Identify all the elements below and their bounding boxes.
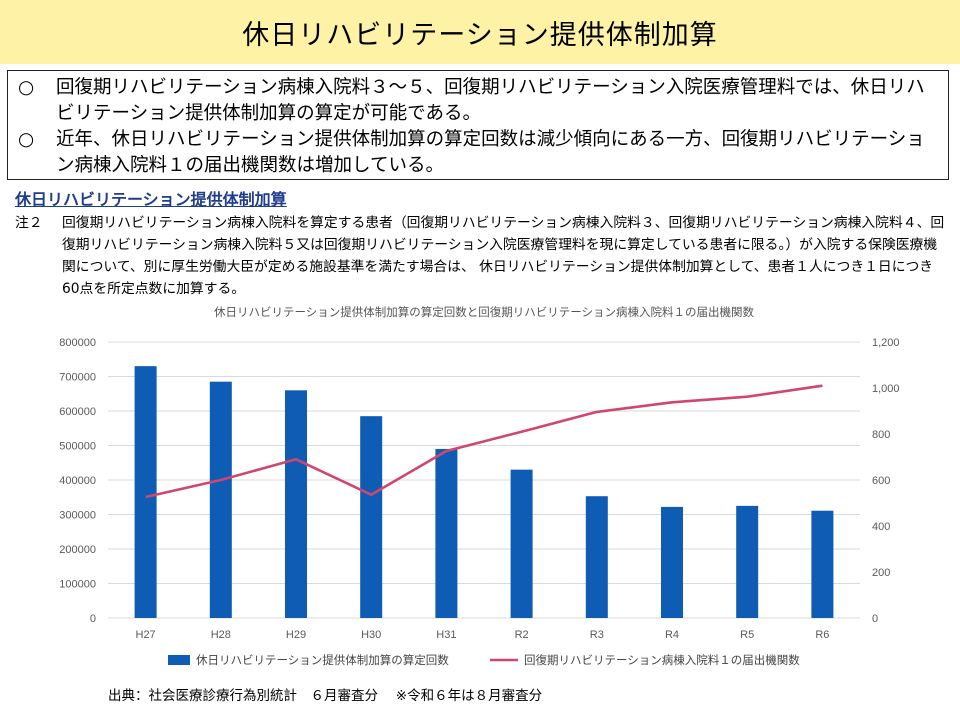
y-right-tick-label: 800 [872, 429, 890, 441]
legend-swatch-bar [168, 655, 190, 665]
y-right-tick-label: 200 [872, 567, 890, 579]
summary-box: ○ 回復期リハビリテーション病棟入院料３～５、回復期リハビリテーション入院医療管… [7, 70, 949, 180]
bar [360, 416, 383, 618]
y-left-tick-label: 300000 [59, 510, 96, 522]
y-right-tick-label: 400 [872, 521, 890, 533]
x-tick-label: H31 [436, 629, 456, 641]
bar [510, 469, 533, 618]
x-tick-label: H29 [286, 629, 306, 641]
y-left-tick-label: 200000 [59, 544, 96, 556]
line-series [145, 384, 823, 499]
summary-text: 近年、休日リハビリテーション提供体制加算の算定回数は減少傾向にある一方、回復期リ… [56, 129, 925, 176]
y-left-tick-label: 400000 [59, 475, 96, 487]
summary-item: ○ 回復期リハビリテーション病棟入院料３～５、回復期リハビリテーション入院医療管… [18, 75, 938, 127]
bar [285, 390, 307, 618]
legend-label: 回復期リハビリテーション病棟入院料１の届出機関数 [524, 653, 800, 667]
y-right-tick-label: 1,000 [872, 383, 900, 395]
title-bar: 休日リハビリテーション提供体制加算 [0, 0, 960, 64]
bullet-circle-icon: ○ [18, 129, 35, 150]
legend-label: 休日リハビリテーション提供体制加算の算定回数 [196, 653, 449, 667]
x-tick-label: R3 [590, 629, 604, 641]
y-right-tick-label: 600 [872, 475, 890, 487]
x-tick-label: R4 [665, 629, 679, 641]
combo-chart: 休日リハビリテーション提供体制加算の算定回数と回復期リハビリテーション病棟入院料… [59, 305, 900, 667]
x-tick-label: H27 [136, 629, 156, 641]
note-text: 回復期リハビリテーション病棟入院料を算定する患者（回復期リハビリテーション病棟入… [62, 215, 945, 297]
x-tick-label: R2 [515, 629, 529, 641]
source-note: 出典：社会医療診療行為別統計 ６月審査分 ※令和６年は８月審査分 [108, 688, 543, 704]
x-tick-label: H28 [211, 629, 231, 641]
bar [811, 510, 834, 618]
bar [209, 381, 232, 618]
bar [736, 505, 759, 618]
summary-item: ○ 近年、休日リハビリテーション提供体制加算の算定回数は減少傾向にある一方、回復… [18, 127, 938, 179]
y-left-tick-label: 800000 [59, 337, 96, 349]
bar [435, 448, 458, 618]
y-left-tick-label: 700000 [59, 372, 96, 384]
y-right-tick-label: 0 [872, 613, 878, 625]
bar [134, 366, 157, 618]
x-tick-label: R5 [740, 629, 754, 641]
x-tick-label: R6 [815, 629, 829, 641]
note: 注２ 回復期リハビリテーション病棟入院料を算定する患者（回復期リハビリテーション… [15, 212, 945, 300]
y-right-tick-label: 1,200 [872, 337, 900, 349]
bar [661, 506, 683, 618]
summary-text: 回復期リハビリテーション病棟入院料３～５、回復期リハビリテーション入院医療管理料… [56, 77, 925, 124]
y-left-tick-label: 100000 [59, 579, 96, 591]
x-tick-label: H30 [361, 629, 381, 641]
chart-title: 休日リハビリテーション提供体制加算の算定回数と回復期リハビリテーション病棟入院料… [214, 305, 755, 319]
y-left-tick-label: 0 [90, 613, 96, 625]
note-label: 注２ [15, 215, 43, 231]
y-left-tick-label: 500000 [59, 441, 96, 453]
y-left-tick-label: 600000 [59, 406, 96, 418]
bullet-circle-icon: ○ [18, 77, 35, 98]
page-title: 休日リハビリテーション提供体制加算 [242, 19, 718, 51]
section-heading: 休日リハビリテーション提供体制加算 [15, 190, 287, 209]
bar [585, 496, 608, 618]
